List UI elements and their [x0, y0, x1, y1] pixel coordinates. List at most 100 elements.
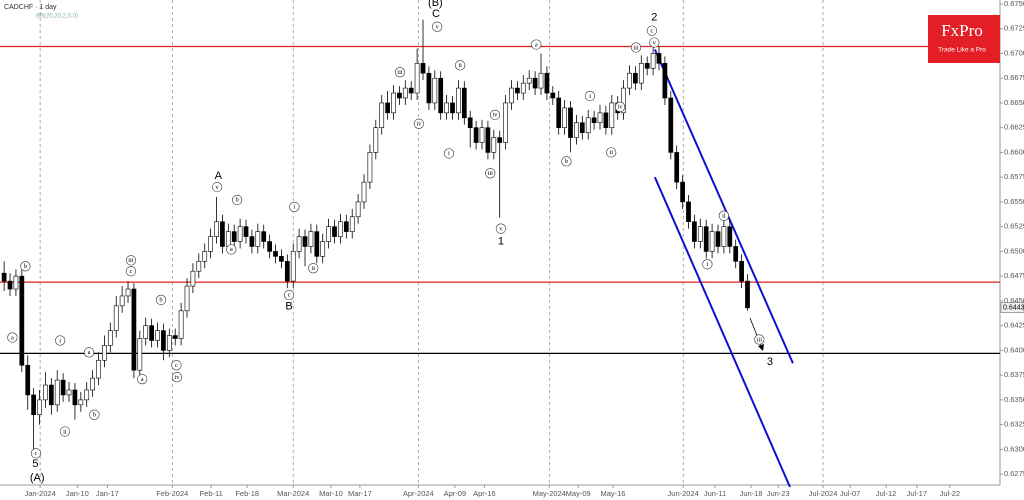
- wave-label: ii: [609, 149, 613, 156]
- candle-body: [13, 275, 19, 290]
- candle-body: [703, 226, 709, 252]
- wave-label: v: [499, 225, 503, 232]
- candle-body: [562, 107, 567, 128]
- candle-body: [184, 285, 190, 312]
- x-tick-label: Jan-2024: [24, 489, 55, 498]
- wave-label: B: [285, 301, 292, 313]
- x-tick-label: Feb-2024: [156, 489, 188, 498]
- candle-body: [727, 226, 733, 247]
- candle-body: [597, 112, 603, 124]
- wave-label: i: [448, 150, 450, 157]
- candle-body: [243, 226, 249, 237]
- x-tick-label: Apr-16: [473, 489, 496, 498]
- x-tick-label: Jul-22: [940, 489, 960, 498]
- y-tick-label: 0.63000: [1004, 444, 1024, 453]
- wave-label: iii: [633, 44, 639, 51]
- candle-body: [237, 226, 243, 242]
- x-tick-label: Mar-17: [348, 489, 372, 498]
- wave-label: i: [293, 204, 295, 211]
- candle-body: [367, 152, 373, 183]
- candle-body: [143, 325, 149, 339]
- wave-label: 3: [767, 356, 773, 368]
- candle-body: [568, 107, 573, 138]
- candle-body: [149, 325, 154, 341]
- candle-body: [43, 384, 48, 401]
- y-tick-label: 0.65000: [1004, 246, 1024, 255]
- wave-label: b: [565, 158, 568, 165]
- candle-body: [125, 288, 131, 297]
- wave-label: C: [432, 8, 440, 20]
- candle-body: [349, 216, 355, 232]
- y-tick-label: 0.66250: [1004, 123, 1024, 132]
- candle-body: [60, 379, 66, 396]
- x-tick-label: Mar-10: [319, 489, 343, 498]
- x-tick-label: Jun-23: [767, 489, 790, 498]
- candle-body: [550, 92, 556, 99]
- wave-label: i: [59, 337, 61, 344]
- x-tick-label: May-16: [600, 489, 625, 498]
- candle-body: [172, 335, 178, 339]
- candle-body: [739, 261, 744, 282]
- wave-circle: [584, 90, 596, 102]
- candle-body: [538, 72, 544, 89]
- candle-body: [733, 246, 739, 262]
- wave-circle: [308, 263, 319, 274]
- wave-label: b: [24, 263, 27, 270]
- candle-body: [379, 102, 385, 128]
- candle-body: [479, 127, 485, 143]
- wave-label: a: [88, 349, 91, 356]
- wave-label: c: [650, 27, 653, 34]
- candle-body: [279, 256, 284, 262]
- wave-label: iii: [397, 69, 403, 76]
- candle-body: [627, 72, 632, 89]
- y-tick-label: 0.64000: [1004, 345, 1024, 354]
- chart-title: CADCHF · 1 day: [4, 4, 57, 11]
- candle-body: [220, 221, 225, 247]
- y-tick-label: 0.63750: [1004, 370, 1024, 379]
- channel-line: [653, 49, 794, 364]
- candle-body: [650, 53, 656, 69]
- candle-body: [225, 231, 231, 247]
- x-tick-label: Jun-2024: [668, 489, 699, 498]
- candle-body: [166, 335, 172, 351]
- candle-body: [591, 117, 597, 124]
- wave-circle: [59, 426, 70, 437]
- candle-body: [509, 87, 514, 104]
- y-tick-label: 0.67500: [1004, 0, 1024, 8]
- candle-body: [119, 295, 125, 307]
- x-tick-label: Jan-17: [96, 489, 119, 498]
- wave-label: b: [236, 197, 239, 204]
- wave-label: c: [175, 362, 178, 369]
- candle-body: [697, 226, 703, 242]
- y-tick-label: 0.67000: [1004, 48, 1024, 57]
- wave-label: v: [653, 39, 657, 46]
- candle-body: [674, 152, 680, 183]
- wave-circle: [432, 21, 443, 32]
- candle-body: [656, 53, 662, 64]
- wave-label: i: [589, 93, 591, 100]
- wave-label: iii: [488, 170, 494, 177]
- wave-circle: [485, 168, 496, 179]
- candle-body: [355, 201, 361, 218]
- wave-circle: [754, 334, 765, 345]
- wave-label: a: [230, 246, 233, 253]
- candle-body: [338, 221, 343, 237]
- wave-label: iv: [492, 112, 498, 119]
- y-tick-label: 0.64750: [1004, 271, 1024, 280]
- candle-body: [408, 87, 414, 94]
- candle-body: [190, 270, 196, 287]
- indicator-label: BB(20,20,2,0,0): [36, 14, 78, 20]
- candle-body: [102, 345, 107, 361]
- wave-circle: [614, 101, 626, 112]
- y-tick-label: 0.65500: [1004, 197, 1024, 206]
- candle-body: [231, 231, 237, 242]
- wave-circle: [531, 39, 542, 50]
- x-tick-label: Jul-12: [876, 489, 896, 498]
- x-tick-label: Feb-18: [235, 489, 259, 498]
- candle-body: [7, 280, 13, 290]
- candle-body: [249, 236, 255, 247]
- candle-body: [692, 221, 697, 242]
- x-tick-label: Jan-10: [66, 489, 89, 498]
- candle-body: [332, 226, 337, 237]
- candle-body: [267, 241, 272, 252]
